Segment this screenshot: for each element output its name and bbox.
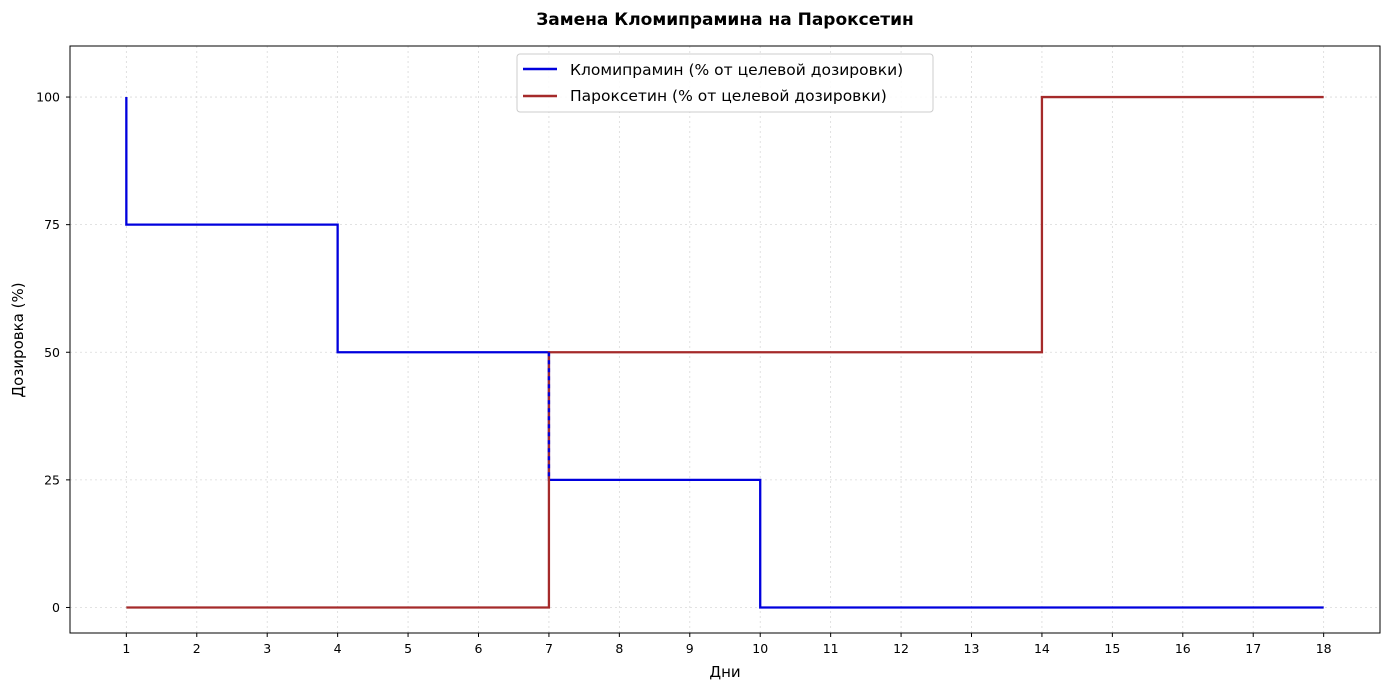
legend-label-clomipramine: Кломипрамин (% от целевой дозировки)	[570, 61, 903, 79]
x-tick-label: 10	[752, 641, 768, 656]
y-axis-label: Дозировка (%)	[9, 282, 27, 397]
y-tick-label: 75	[44, 217, 60, 232]
x-tick-label: 6	[475, 641, 483, 656]
x-tick-label: 1	[122, 641, 130, 656]
series-layer	[125, 95, 1324, 609]
x-tick-label: 4	[334, 641, 342, 656]
x-tick-label: 13	[964, 641, 980, 656]
x-tick-label: 7	[545, 641, 553, 656]
x-tick-label: 12	[893, 641, 909, 656]
x-tick-label: 17	[1245, 641, 1261, 656]
y-tick-label: 0	[52, 600, 60, 615]
x-tick-label: 9	[686, 641, 694, 656]
x-tick-label: 15	[1104, 641, 1120, 656]
legend-label-paroxetine: Пароксетин (% от целевой дозировки)	[570, 87, 887, 105]
x-tick-label: 3	[263, 641, 271, 656]
x-tick-label: 14	[1034, 641, 1050, 656]
legend-frame	[516, 53, 934, 113]
y-tick-label: 25	[44, 472, 60, 487]
series-line-1	[126, 95, 1324, 609]
x-tick-label: 18	[1316, 641, 1332, 656]
plot-frame	[69, 45, 1381, 634]
x-axis-label: Дни	[709, 663, 740, 681]
chart-title: Замена Кломипрамина на Пароксетин	[536, 10, 914, 30]
x-tick-label: 16	[1175, 641, 1191, 656]
y-tick-label: 100	[36, 90, 60, 105]
x-tick-label: 5	[404, 641, 412, 656]
x-tick-label: 2	[193, 641, 201, 656]
legend: Кломипрамин (% от целевой дозировки) Пар…	[516, 53, 934, 113]
x-tick-label: 8	[615, 641, 623, 656]
y-tick-label: 50	[44, 345, 60, 360]
x-tick-label: 11	[823, 641, 839, 656]
